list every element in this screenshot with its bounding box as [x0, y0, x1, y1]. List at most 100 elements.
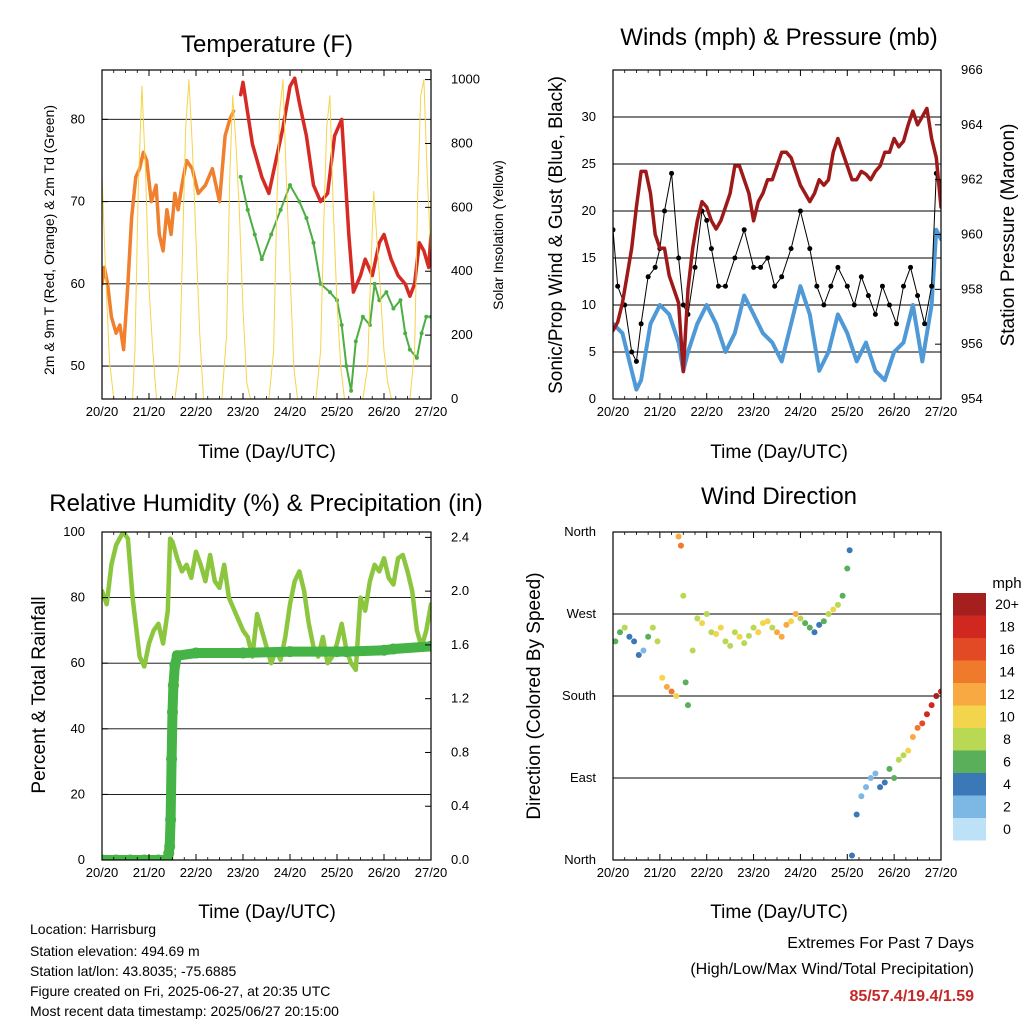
x-tick-label: 23/20 — [737, 865, 770, 880]
x-tick-label: 23/20 — [737, 404, 770, 419]
temperature-panel: Temperature (F) 2m & 9m T (Red, Orange) … — [41, 31, 506, 463]
y-tick-label: North — [564, 524, 596, 539]
direction-point — [877, 784, 884, 791]
y2-tick-label: 960 — [961, 227, 983, 242]
direction-point — [928, 702, 935, 709]
direction-point — [846, 547, 853, 554]
extremes-heading: Extremes For Past 7 Days — [787, 935, 974, 952]
x-tick-label: 27/20 — [925, 404, 958, 419]
y2-tick-label: 1000 — [451, 72, 480, 87]
direction-point — [631, 638, 638, 645]
y2-tick-label: 0.0 — [451, 852, 469, 867]
direction-point — [886, 765, 893, 772]
direction-point — [617, 629, 624, 636]
colorbar-swatch — [953, 660, 986, 683]
colorbar-swatch — [953, 773, 986, 796]
x-tick-label: 22/20 — [690, 404, 723, 419]
direction-point — [923, 711, 930, 718]
series-line — [102, 109, 236, 352]
direction-point — [914, 724, 921, 731]
precip-total-line — [102, 641, 431, 860]
plot-area — [613, 106, 941, 392]
y-tick-label: 25 — [582, 156, 596, 171]
wind-speed-line — [613, 227, 941, 392]
direction-point — [626, 633, 633, 640]
temperature-title: Temperature (F) — [181, 31, 353, 58]
y2-tick-label: 1.6 — [451, 637, 469, 652]
y2-tick-label: 962 — [961, 172, 983, 187]
direction-point — [677, 542, 684, 549]
y2-tick-label: 600 — [451, 199, 473, 214]
y-tick-label: 10 — [582, 297, 596, 312]
direction-point — [621, 624, 628, 631]
y2-tick-label: 966 — [961, 62, 983, 77]
y-tick-label: 15 — [582, 250, 596, 265]
y-tick-label: 60 — [71, 276, 85, 291]
plot-frame — [101, 69, 432, 400]
direction-point — [668, 688, 675, 695]
direction-point — [649, 624, 656, 631]
plot-frame — [612, 69, 942, 400]
y-tick-label: 100 — [63, 524, 85, 539]
x-tick-label: 24/20 — [784, 404, 817, 419]
direction-left-axis-label: Direction (Colored By Speed) — [524, 572, 545, 819]
wind-direction-panel: Wind Direction Direction (Colored By Spe… — [524, 483, 1022, 923]
direction-point — [905, 747, 912, 754]
location-text: Location: Harrisburg — [30, 921, 157, 937]
x-tick-label: 25/20 — [831, 865, 864, 880]
winds-pressure-panel: Winds (mph) & Pressure (mb) Sonic/Prop W… — [546, 24, 1019, 463]
direction-point — [792, 611, 799, 617]
y2-tick-label: 1.2 — [451, 691, 469, 706]
y-tick-label: 0 — [589, 391, 596, 406]
direction-point — [825, 611, 832, 617]
direction-point — [895, 756, 902, 763]
direction-point — [750, 624, 757, 631]
direction-point — [778, 633, 785, 640]
direction-point — [863, 784, 870, 791]
plot-frame — [612, 531, 942, 861]
colorbar-swatch — [953, 683, 986, 706]
direction-point — [830, 606, 837, 613]
colorbar-label: 4 — [1003, 776, 1011, 792]
winds-left-axis-label: Sonic/Prop Wind & Gust (Blue, Black) — [546, 76, 567, 394]
x-tick-label: 22/20 — [180, 404, 213, 419]
direction-point — [774, 629, 780, 636]
y2-tick-label: 0.8 — [451, 744, 469, 759]
extremes-subheading: (High/Low/Max Wind/Total Precipitation) — [690, 961, 974, 978]
y-tick-label: 0 — [78, 852, 85, 867]
dewpoint-line — [239, 175, 431, 392]
direction-point — [797, 615, 804, 622]
winds-x-axis-label: Time (Day/UTC) — [710, 442, 848, 463]
x-tick-label: 24/20 — [274, 865, 307, 880]
winds-title: Winds (mph) & Pressure (mb) — [620, 24, 937, 51]
direction-point — [680, 592, 687, 599]
x-tick-label: 25/20 — [321, 404, 354, 419]
direction-point — [938, 688, 941, 695]
colorbar-swatch — [953, 818, 986, 841]
y-tick-label: 80 — [71, 111, 85, 126]
direction-point — [802, 620, 809, 627]
direction-point — [717, 624, 724, 631]
x-tick-label: 26/20 — [368, 865, 401, 880]
x-tick-label: 23/20 — [227, 404, 260, 419]
direction-point — [788, 618, 795, 625]
x-tick-label: 22/20 — [180, 865, 213, 880]
humidity-left-axis-label: Percent & Total Rainfall — [29, 596, 50, 793]
x-tick-label: 25/20 — [831, 404, 864, 419]
direction-point — [806, 624, 813, 631]
direction-point — [820, 618, 827, 625]
winds-right-axis-label: Station Pressure (Maroon) — [998, 124, 1019, 347]
elevation-text: Station elevation: 494.69 m — [30, 943, 200, 959]
colorbar-swatch — [953, 705, 986, 728]
y-tick-label: 40 — [71, 721, 85, 736]
y2-tick-label: 2.4 — [451, 529, 469, 544]
x-tick-label: 23/20 — [227, 865, 260, 880]
x-tick-label: 22/20 — [690, 865, 723, 880]
direction-point — [759, 620, 766, 627]
x-tick-label: 27/20 — [415, 865, 448, 880]
solar-insolation-line — [102, 79, 431, 399]
y-tick-label: 5 — [589, 344, 596, 359]
humidity-title: Relative Humidity (%) & Precipitation (i… — [49, 490, 482, 517]
x-tick-label: 20/20 — [597, 865, 630, 880]
x-tick-label: 20/20 — [597, 404, 630, 419]
